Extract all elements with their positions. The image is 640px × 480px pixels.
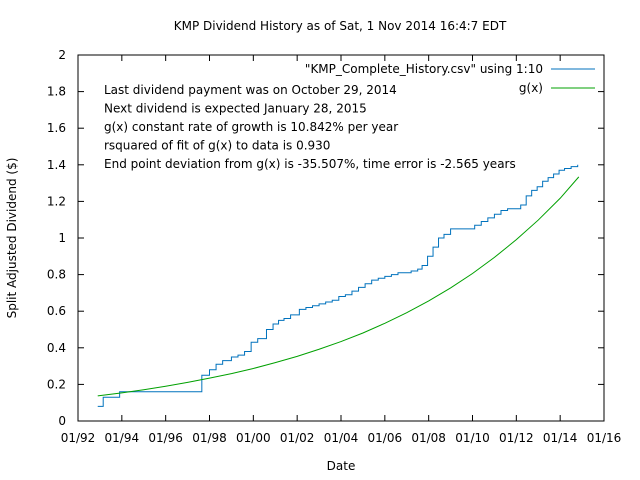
x-axis: 01/92 01/94 01/96 01/98 01/00 01/02 01/04 01/06… <box>61 55 622 445</box>
y-tick-label: 0.8 <box>47 268 66 282</box>
annotation-line: Last dividend payment was on October 29,… <box>104 83 397 97</box>
y-tick-label: 1.8 <box>47 85 66 99</box>
y-tick-label: 1 <box>58 231 66 245</box>
y-tick-label: 1.2 <box>47 194 66 208</box>
series-layer <box>97 164 580 407</box>
legend: "KMP_Complete_History.csv" using 1:10 g(x… <box>305 62 595 95</box>
y-tick-label: 0.2 <box>47 377 66 391</box>
y-axis-label: Split Adjusted Dividend ($) <box>5 158 19 319</box>
x-tick-label: 01/98 <box>192 431 227 445</box>
y-tick-label: 0 <box>58 414 66 428</box>
y-tick-label: 2 <box>58 48 66 62</box>
x-tick-label: 01/96 <box>148 431 183 445</box>
x-axis-label: Date <box>327 459 356 473</box>
chart-title: KMP Dividend History as of Sat, 1 Nov 20… <box>174 19 507 33</box>
annotation-line: End point deviation from g(x) is -35.507… <box>104 157 516 171</box>
y-axis: 0 0.2 0.4 0.6 0.8 1 1.2 1.4 1.6 1.8 2 <box>47 48 604 428</box>
x-tick-label: 01/06 <box>368 431 403 445</box>
y-tick-label: 1.6 <box>47 121 66 135</box>
x-tick-label: 01/12 <box>499 431 534 445</box>
series-line-1 <box>97 176 580 397</box>
annotation-line: Next dividend is expected January 28, 20… <box>104 102 367 116</box>
x-tick-label: 01/92 <box>61 431 96 445</box>
x-tick-label: 01/00 <box>236 431 271 445</box>
y-tick-label: 0.6 <box>47 304 66 318</box>
y-tick-label: 1.4 <box>47 158 66 172</box>
y-tick-label: 0.4 <box>47 341 66 355</box>
x-tick-label: 01/94 <box>105 431 140 445</box>
annotation-line: rsquared of fit of g(x) to data is 0.930 <box>104 139 330 153</box>
legend-label: g(x) <box>519 81 543 95</box>
x-tick-label: 01/10 <box>455 431 490 445</box>
x-tick-label: 01/14 <box>543 431 578 445</box>
annotations: Last dividend payment was on October 29,… <box>104 83 516 171</box>
x-tick-label: 01/16 <box>587 431 622 445</box>
legend-label: "KMP_Complete_History.csv" using 1:10 <box>305 62 543 76</box>
x-tick-label: 01/08 <box>411 431 446 445</box>
series-line-0 <box>97 164 579 407</box>
x-tick-label: 01/02 <box>280 431 315 445</box>
annotation-line: g(x) constant rate of growth is 10.842% … <box>104 120 398 134</box>
x-tick-label: 01/04 <box>324 431 359 445</box>
